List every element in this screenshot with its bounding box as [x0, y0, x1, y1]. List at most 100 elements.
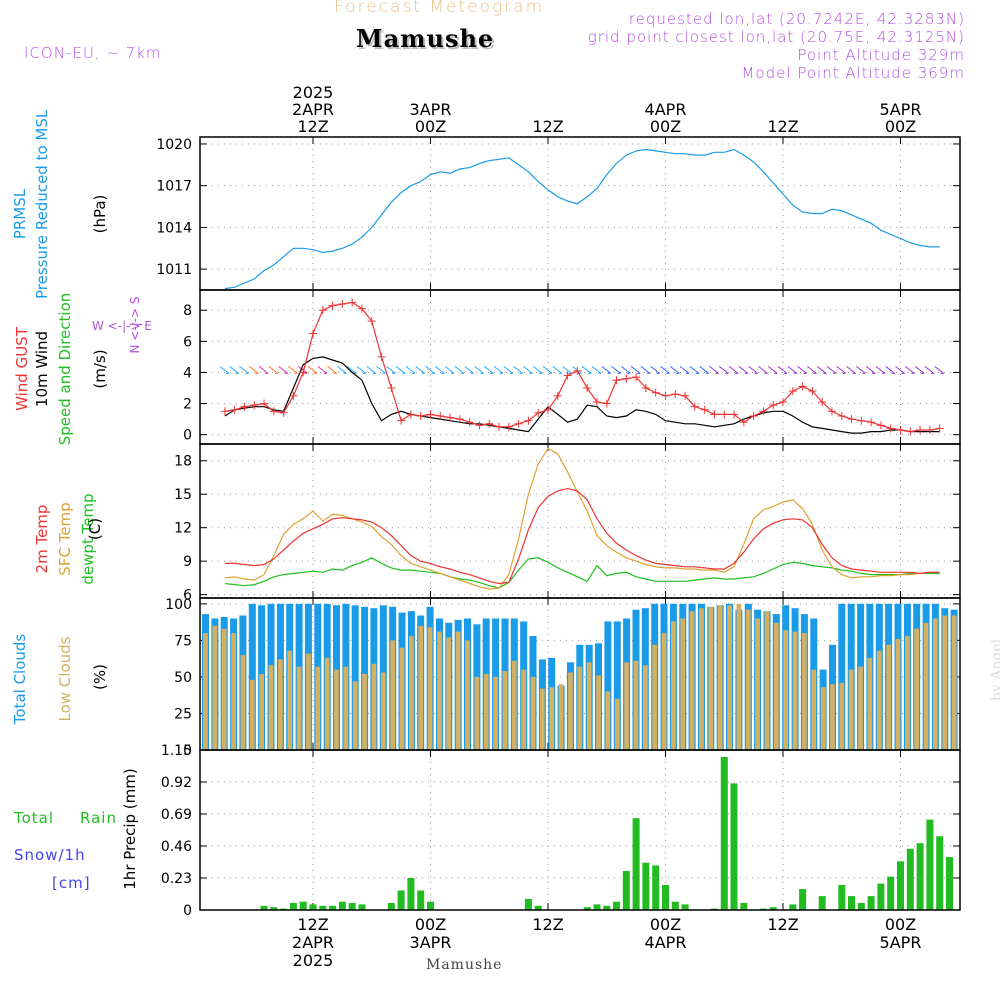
wind-arrow [807, 365, 817, 374]
gust-point [504, 422, 513, 431]
bottom-time-label: 4APR [645, 933, 687, 952]
gust-point [916, 426, 925, 434]
wind-arrow [660, 365, 670, 374]
precip-bar [603, 905, 611, 910]
y-tick-label: 0.46 [161, 839, 192, 855]
wind-arrow [434, 365, 445, 374]
precip-bar [652, 865, 660, 910]
y-tick-label: 0 [183, 743, 192, 759]
wind-arrow [444, 365, 455, 374]
wind-arrow [856, 365, 866, 374]
gust-point [309, 329, 317, 338]
wind-arrow [278, 365, 288, 374]
gust-point [827, 407, 836, 416]
low-cloud-bar [287, 650, 292, 750]
model-label: ICON-EU, ~ 7km [24, 44, 162, 62]
low-cloud-bar [371, 663, 377, 750]
low-cloud-bar [362, 674, 367, 750]
wind-arrow [738, 365, 749, 374]
top-time-label: 12Z [532, 117, 563, 136]
low-cloud-bar [820, 687, 826, 750]
bottom-time-label: 12Z [532, 915, 563, 934]
compass-we-label: W <-|-> E [92, 319, 152, 333]
low-cloud-bar [203, 633, 208, 750]
gust-point [318, 306, 327, 315]
gust-point [612, 376, 621, 385]
wind-arrow [875, 365, 886, 374]
gust-point [847, 415, 856, 424]
gust-point [279, 408, 288, 417]
low-cloud-bar [549, 687, 555, 750]
wind-arrow [483, 365, 494, 374]
low-cloud-bar [259, 674, 264, 750]
gust-point [769, 401, 778, 410]
wind-arrow [581, 365, 592, 374]
wind-arrow [425, 365, 435, 374]
gust-point [485, 419, 494, 428]
low-cloud-bar [558, 684, 564, 750]
precip-bar [407, 878, 415, 910]
y-tick-label: 8 [183, 303, 192, 319]
precip-bar [818, 896, 826, 910]
gust-point [681, 391, 690, 400]
wind-arrow [904, 365, 915, 374]
gust-point [230, 405, 239, 414]
y-tick-label: 1017 [156, 179, 192, 195]
gust-point [475, 421, 484, 430]
low-cloud-bar [895, 638, 901, 750]
low-cloud-bar [427, 627, 433, 750]
precip-label-cm: [cm] [52, 874, 91, 892]
precip-bar [534, 905, 542, 910]
wind-arrow [601, 365, 612, 374]
low-cloud-bar [399, 647, 405, 750]
low-cloud-bar [717, 605, 723, 750]
wind-arrow [366, 365, 377, 374]
precip-bar [946, 857, 953, 910]
gust-point [328, 301, 337, 310]
y-tick-label: 4 [183, 365, 192, 381]
precip-bar [270, 907, 278, 910]
point-altitude: Point Altitude 329m [797, 46, 965, 64]
sfc-temp-line [224, 447, 940, 590]
top-time-label: 5APR [880, 100, 922, 119]
precip-bar [289, 903, 297, 910]
wind-arrow [787, 365, 798, 374]
bottom-time-label: 2APR [292, 933, 334, 952]
gust-point [720, 410, 729, 419]
wind-arrow [934, 365, 944, 374]
panel-frame [199, 749, 961, 911]
gust-point [465, 418, 474, 427]
precip-bar [857, 903, 865, 910]
precip-bar [662, 885, 669, 910]
precip-bar [632, 818, 640, 910]
gust-point [935, 424, 944, 433]
gust-point [788, 387, 797, 396]
wind-arrow [924, 365, 935, 374]
gust-point [377, 352, 386, 361]
wind-arrow [395, 365, 406, 374]
gust-point [867, 418, 876, 427]
low-cloud-bar [511, 660, 517, 750]
precip-bar [887, 876, 895, 910]
low-cloud-bar [596, 675, 601, 750]
gust-point [651, 388, 660, 397]
low-cloud-bar [278, 659, 283, 750]
low-cloud-bar [792, 631, 798, 750]
low-cloud-bar [465, 640, 470, 750]
wind-arrow [914, 365, 925, 374]
gust-point [357, 304, 366, 313]
precip-bar [671, 901, 679, 910]
wind-arrow [552, 365, 563, 374]
low-cloud-bar [633, 660, 639, 750]
wind-arrow [621, 365, 631, 374]
low-cloud-bar [446, 637, 452, 750]
low-cloud-bar [764, 611, 770, 750]
precip-bar [730, 783, 738, 910]
wind-arrow [288, 365, 298, 374]
low-cloud-bar [540, 688, 545, 750]
top-time-label: 00Z [650, 117, 681, 136]
low-cloud-bar [483, 674, 489, 750]
gust-point [592, 398, 601, 406]
low-cloud-bar [839, 682, 845, 750]
